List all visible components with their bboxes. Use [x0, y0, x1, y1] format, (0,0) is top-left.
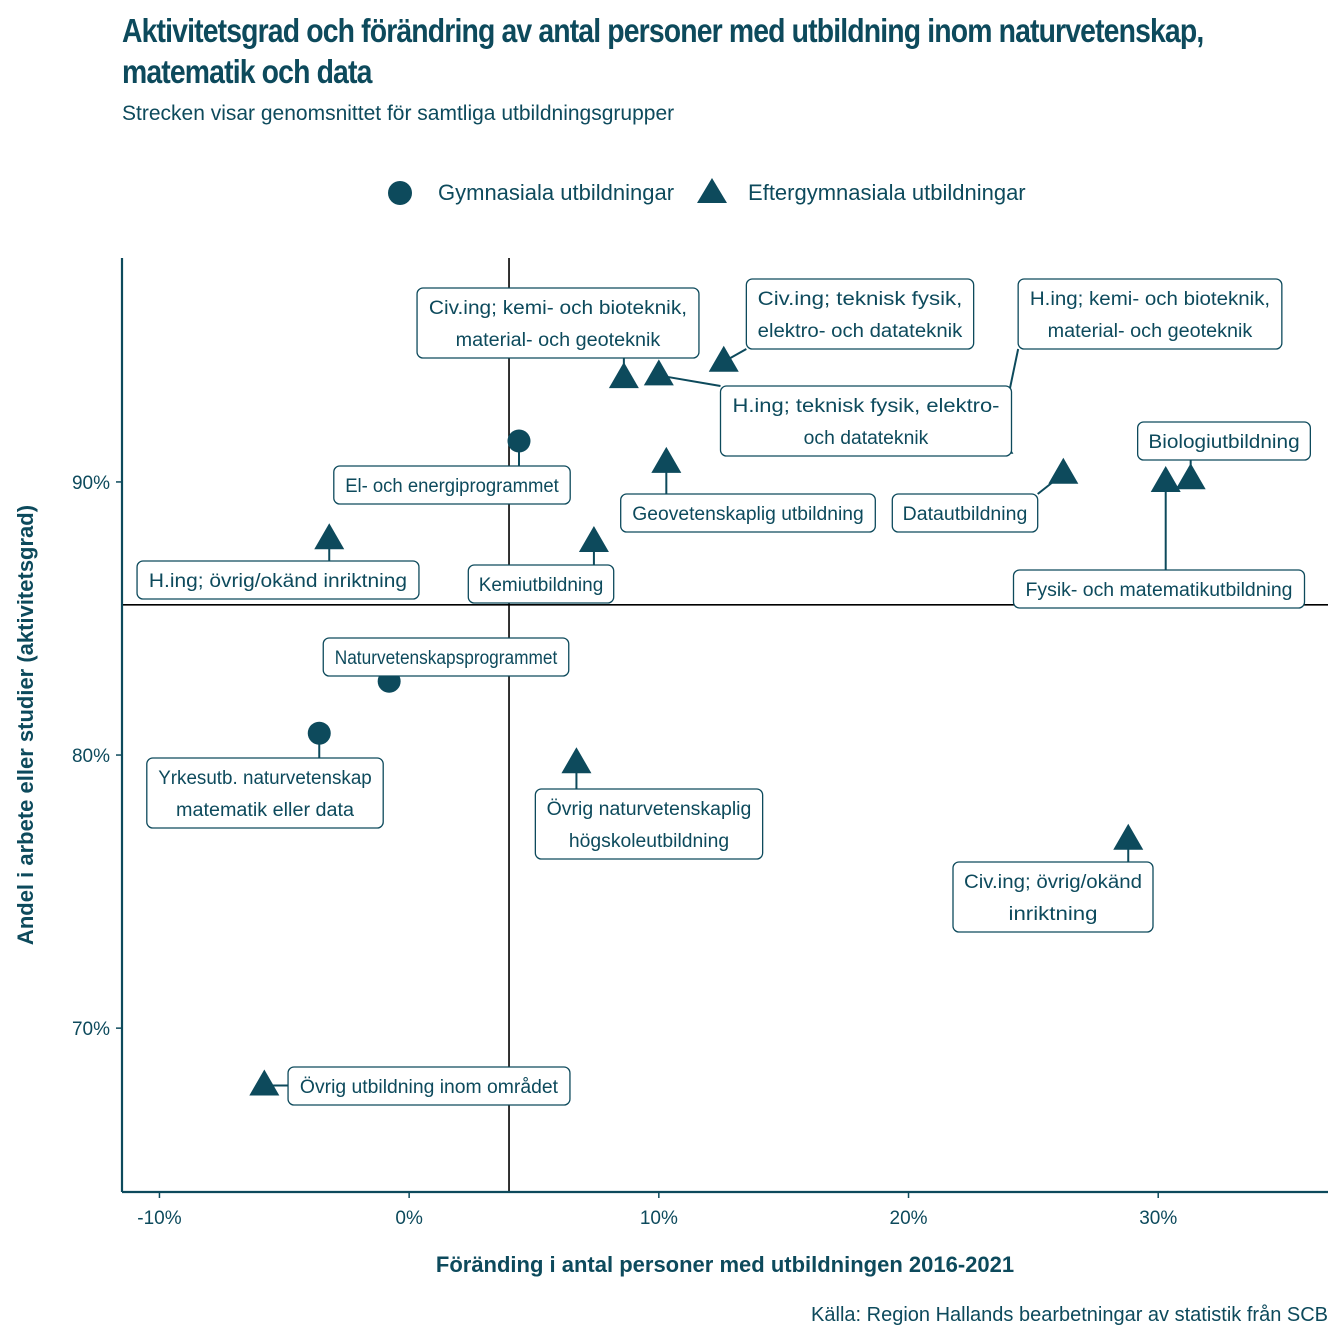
point-label-text: Övrig utbildning inom området [300, 1077, 559, 1098]
data-point-triangle [314, 523, 345, 550]
point-label-text: El- och energiprogrammet [345, 476, 559, 497]
x-tick-label: 0% [395, 1208, 423, 1229]
point-label-box [136, 560, 420, 600]
point-label-box [745, 278, 975, 350]
data-point-circle [507, 429, 531, 453]
y-tick-label: 70% [72, 1019, 110, 1040]
x-tick-label: 10% [640, 1208, 678, 1229]
point-label-box [891, 493, 1039, 533]
y-tick-label: 80% [72, 746, 110, 767]
point-label-text: H.ing; teknisk fysik, elektro- [733, 396, 1000, 417]
y-tick-label: 90% [72, 473, 110, 494]
point-label-box [287, 1066, 571, 1106]
point-label-box [952, 861, 1154, 933]
data-point-triangle [578, 526, 609, 553]
x-tick-label: 20% [890, 1208, 928, 1229]
point-label-text: och datateknik [804, 428, 929, 449]
point-label-text: Civ.ing; teknisk fysik, [758, 289, 963, 310]
point-label-box [719, 385, 1013, 457]
chart-subtitle: Strecken visar genomsnittet för samtliga… [122, 102, 675, 125]
data-point-triangle [561, 747, 592, 774]
x-tick-label: 30% [1139, 1208, 1177, 1229]
point-label-text: inriktning [1009, 904, 1098, 925]
point-label-text: material- och geoteknik [456, 330, 661, 351]
y-axis-title: Andel i arbete eller studier (aktivitets… [13, 504, 38, 946]
point-label-text: Fysik- och matematikutbildning [1026, 580, 1293, 601]
point-label-text: matematik eller data [176, 800, 354, 821]
point-label-box [620, 493, 876, 533]
point-label-text: H.ing; kemi- och bioteknik, [1030, 289, 1270, 310]
source-caption: Källa: Region Hallands bearbetningar av … [811, 1304, 1328, 1326]
legend-label-eftergymnasiala: Eftergymnasiala utbildningar [748, 180, 1026, 205]
point-label-text: Civ.ing; kemi- och bioteknik, [429, 298, 687, 319]
point-label-box [1017, 278, 1283, 350]
point-label-text: Yrkesutb. naturvetenskap [158, 768, 372, 789]
point-label-text: Geovetenskaplig utbildning [632, 504, 863, 525]
point-label-box [333, 465, 571, 505]
legend: Gymnasiala utbildningar Eftergymnasiala … [386, 176, 1048, 210]
data-point-triangle [651, 446, 682, 473]
point-label-box [322, 637, 570, 677]
legend-circle-icon [388, 181, 412, 205]
data-point-triangle [1048, 457, 1079, 484]
point-label-text: Övrig naturvetenskaplig [547, 799, 752, 820]
point-label-text: Datautbildning [903, 504, 1028, 525]
point-label-box [416, 287, 700, 359]
point-label-text: elektro- och datateknik [758, 321, 963, 342]
point-label-box [1137, 421, 1312, 461]
data-point-triangle [1175, 463, 1206, 490]
point-label-text: Civ.ing; övrig/okänd [964, 872, 1142, 893]
point-label-box [467, 564, 615, 604]
data-point-triangle [249, 1069, 280, 1096]
chart-title: Aktivitetsgrad och förändring av antal p… [122, 12, 1204, 90]
point-label-box [534, 788, 764, 860]
legend-label-gymnasiala: Gymnasiala utbildningar [438, 180, 675, 205]
data-point-circle [307, 721, 331, 745]
data-point-triangle [708, 345, 739, 372]
legend-triangle-icon [697, 178, 728, 203]
x-tick-label: -10% [137, 1208, 181, 1229]
data-point-triangle [608, 362, 639, 389]
point-label-text: Biologiutbildning [1148, 432, 1299, 453]
point-label-text: högskoleutbildning [569, 831, 729, 852]
point-label-text: Kemiutbildning [479, 575, 604, 596]
data-point-triangle [1150, 465, 1181, 492]
point-label-text: material- och geoteknik [1048, 321, 1253, 342]
data-point-triangle [643, 359, 674, 386]
point-label-text: Naturvetenskapsprogrammet [335, 648, 558, 669]
point-label-box [146, 757, 384, 829]
data-point-triangle [1113, 823, 1144, 850]
legend-item-gymnasiala: Gymnasiala utbildningar [386, 177, 674, 209]
point-label-box [1012, 569, 1306, 609]
legend-item-eftergymnasiala: Eftergymnasiala utbildningar [696, 177, 1026, 209]
x-axis-title: Föränding i antal personer med utbildnin… [435, 1252, 1015, 1277]
point-label-text: H.ing; övrig/okänd inriktning [149, 571, 407, 592]
label-connector [658, 374, 721, 387]
